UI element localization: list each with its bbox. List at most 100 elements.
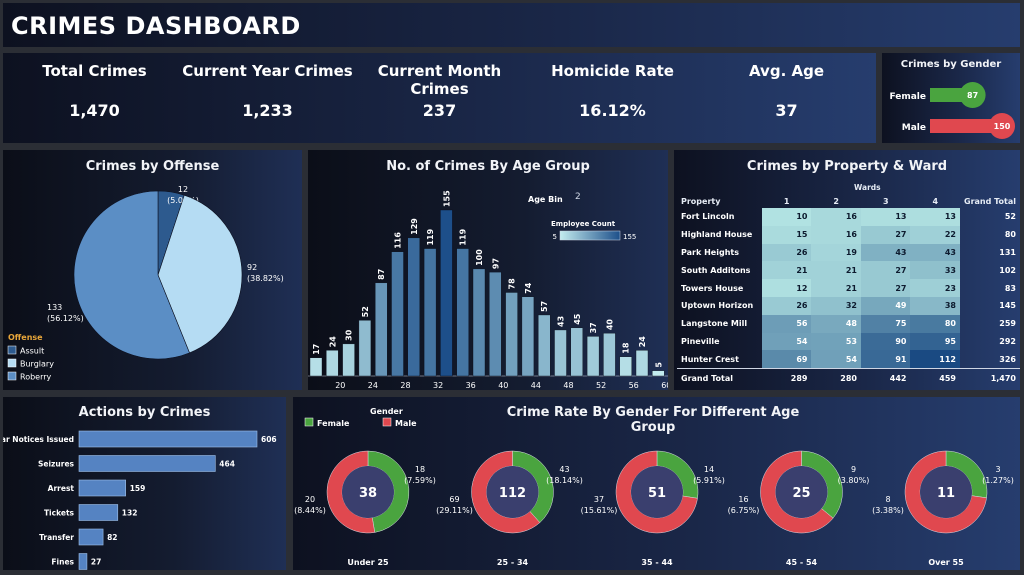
color-legend-min: 5	[553, 233, 557, 241]
color-legend-title: Employee Count	[551, 220, 616, 228]
gender-value: 87	[967, 91, 978, 100]
table-row: Park Heights 26 19 43 43 131	[677, 243, 1020, 262]
age-bar-value: 78	[508, 278, 517, 290]
ward-cell: 21	[761, 261, 812, 280]
donut-group-label: 35 - 44	[641, 558, 673, 567]
kpi-label: Current Month Crimes	[377, 62, 502, 98]
age-bar-value: 74	[524, 282, 533, 294]
age-bar	[489, 271, 502, 377]
age-bar-value: 24	[638, 336, 647, 348]
offense-legend-label: Burglary	[20, 360, 54, 369]
donut-female-pct: (18.14%)	[546, 476, 583, 485]
action-bar	[78, 430, 258, 448]
action-value: 27	[91, 558, 101, 567]
ward-table: Property 1 2 3 4 Grand Total Fort Lincol…	[677, 194, 1020, 387]
age-tick-label: 56	[629, 381, 639, 390]
age-bar-value: 97	[491, 258, 500, 269]
action-label: Transfer	[39, 533, 74, 542]
ward-cell: 54	[811, 350, 861, 369]
column-header: 1	[783, 196, 790, 206]
ward-cell: 33	[910, 261, 960, 280]
column-header: 4	[932, 196, 939, 206]
grand-total-cell: 442	[889, 373, 907, 383]
row-grand-total: 145	[999, 301, 1016, 311]
age-bar-value: 40	[605, 319, 614, 331]
age-bar	[407, 237, 421, 377]
age-bar-value: 24	[328, 336, 337, 348]
age-tick-label: 32	[433, 381, 443, 390]
kpi-value: 237	[422, 101, 457, 120]
gender-value: 150	[994, 122, 1011, 131]
ward-cell: 26	[761, 243, 812, 262]
row-grand-total: 102	[999, 265, 1016, 275]
age-bin-value[interactable]: 2	[575, 192, 581, 202]
age-bar	[505, 292, 518, 377]
age-bar-value: 52	[361, 306, 370, 317]
donut-female-pct: (1.27%)	[982, 476, 1014, 485]
grand-total-cell: Grand Total	[681, 373, 733, 383]
donut-hole	[920, 466, 972, 518]
panel-title: No. of Crimes By Age Group	[386, 159, 590, 174]
age-bar	[456, 248, 469, 377]
table-row: Highland House 15 16 27 22 80	[677, 225, 1020, 244]
crimes-by-property-ward-panel: Crimes by Property & Ward Wards Property…	[674, 150, 1020, 390]
age-bar	[554, 329, 567, 377]
donut-hole	[775, 466, 828, 518]
action-value: 132	[122, 509, 138, 518]
donut-female-pct: (3.80%)	[838, 476, 870, 485]
age-bar	[391, 251, 404, 377]
donut-total: 11	[937, 486, 955, 501]
age-bar-value: 18	[622, 342, 631, 354]
donut-male-value: 8	[885, 495, 890, 504]
action-value: 606	[261, 435, 277, 444]
donut-male-pct: (29.11%)	[436, 506, 473, 515]
age-bar	[309, 357, 323, 377]
donut-female-value: 43	[559, 465, 569, 474]
table-header-row: Property 1 2 3 4 Grand Total	[677, 194, 1020, 208]
age-bar	[652, 370, 665, 377]
donut-female-value: 3	[995, 465, 1000, 474]
kpi-label: Current Year Crimes	[182, 62, 353, 80]
ward-cell: 69	[761, 350, 812, 369]
ward-cell: 16	[811, 208, 861, 226]
table-row: Uptown Horizon 26 32 49 38 145	[677, 296, 1020, 315]
column-header: Property	[681, 196, 721, 206]
ward-cell: 21	[811, 261, 861, 280]
ward-cell: 15	[761, 225, 812, 244]
gender-label: Male	[902, 123, 926, 133]
donut-hole	[486, 466, 539, 518]
action-value: 82	[107, 533, 117, 542]
action-bar	[78, 479, 127, 497]
action-value: 159	[130, 484, 146, 493]
age-tick-label: 48	[563, 381, 573, 390]
dashboard-title: CRIMES DASHBOARD	[11, 12, 301, 40]
offense-legend-title: Offense	[8, 333, 43, 342]
gender-legend-title: Gender	[370, 407, 403, 416]
crimes-by-gender-panel: Crimes by Gender Female 87 Male 150	[882, 53, 1020, 143]
ward-cell: 75	[860, 314, 911, 333]
age-tick-label: 36	[466, 381, 476, 390]
property-name: Park Heights	[681, 247, 739, 257]
donut-female-value: 9	[851, 465, 856, 474]
ward-cell: 23	[910, 279, 960, 297]
kpi-value: 37	[775, 101, 798, 120]
ward-cell: 26	[761, 296, 812, 315]
panel-title: Crimes by Property & Ward	[746, 159, 948, 174]
column-header: 3	[882, 196, 889, 206]
crimes-by-offense-panel: Crimes by Offense 12(5.06%)92(38.82%)133…	[3, 150, 302, 390]
donut-group-label: Over 55	[928, 558, 964, 567]
ward-cell: 27	[860, 279, 911, 297]
table-row: Hunter Crest 69 54 91 112 326	[677, 350, 1020, 369]
age-bar-value: 116	[394, 232, 403, 249]
property-name: Langstone Mill	[681, 319, 748, 329]
actions-bar-chart: Bar Notices Issued 606 Seizures 464 Arrest 15…	[3, 430, 277, 570]
donut-female-value: 14	[704, 465, 714, 474]
pie-label-pct: (38.82%)	[247, 274, 284, 283]
ward-cell: 27	[860, 261, 911, 280]
age-tick-label: 44	[531, 381, 541, 390]
panel-title: Crime Rate By Gender For Different Age G…	[506, 405, 800, 435]
legend-label-male: Male	[395, 419, 417, 428]
kpi-value: 16.12%	[579, 101, 646, 120]
donut-hole	[631, 466, 683, 518]
grand-total-cell: 459	[939, 373, 956, 383]
